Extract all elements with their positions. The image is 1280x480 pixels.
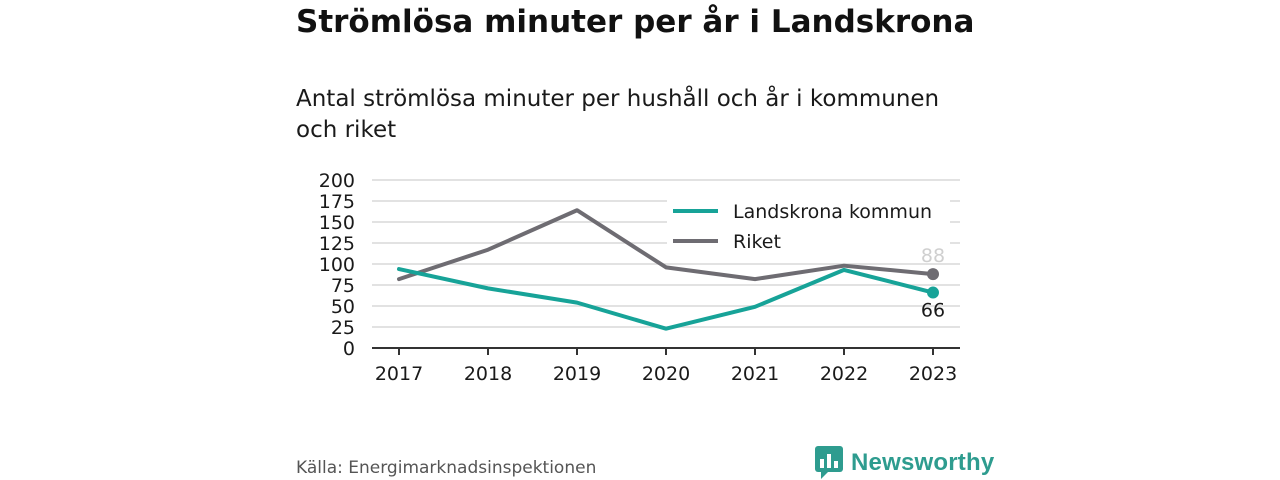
x-tick-label: 2020	[642, 363, 690, 385]
legend-label: Riket	[733, 231, 781, 253]
series-lines	[397, 208, 939, 331]
legend-background	[667, 193, 950, 261]
source-note: Källa: Energimarknadsinspektionen	[296, 458, 597, 478]
chart-subtitle: Antal strömlösa minuter per hushåll och …	[296, 86, 940, 143]
x-tick-label: 2019	[553, 363, 601, 385]
y-tick-label: 125	[319, 233, 355, 255]
y-tick-label: 100	[319, 254, 355, 276]
end-point-riket	[927, 268, 939, 281]
end-point-landskrona	[927, 286, 939, 299]
y-tick-label: 0	[343, 338, 355, 360]
end-label-riket: 88	[921, 245, 945, 267]
end-label-landskrona: 66	[921, 300, 945, 322]
y-tick-label: 175	[319, 191, 355, 213]
chart-title: Strömlösa minuter per år i Landskrona	[296, 4, 975, 40]
x-tick-label: 2017	[375, 363, 423, 385]
y-tick-label: 50	[331, 296, 355, 318]
x-tick-label: 2023	[909, 363, 957, 385]
x-axis: 2017 2018 2019 2020 2021 2022 2023	[372, 347, 960, 385]
y-tick-label: 75	[331, 275, 355, 297]
end-labels: 88 66	[921, 245, 945, 321]
legend-label: Landskrona kommun	[733, 201, 932, 223]
bar-chart-speech-bubble-icon	[815, 446, 843, 479]
brand-name: Newsworthy	[851, 449, 995, 476]
brand-logo[interactable]: Newsworthy	[815, 446, 994, 480]
y-tick-label: 200	[319, 170, 355, 192]
x-tick-label: 2018	[464, 363, 512, 385]
series-line-landskrona	[397, 267, 935, 331]
y-tick-label: 25	[331, 317, 355, 339]
x-tick-label: 2021	[731, 363, 779, 385]
y-tick-label: 150	[319, 212, 355, 234]
legend: Landskrona kommun Riket	[667, 193, 950, 261]
series-line-riket	[397, 208, 935, 282]
x-tick-label: 2022	[820, 363, 868, 385]
